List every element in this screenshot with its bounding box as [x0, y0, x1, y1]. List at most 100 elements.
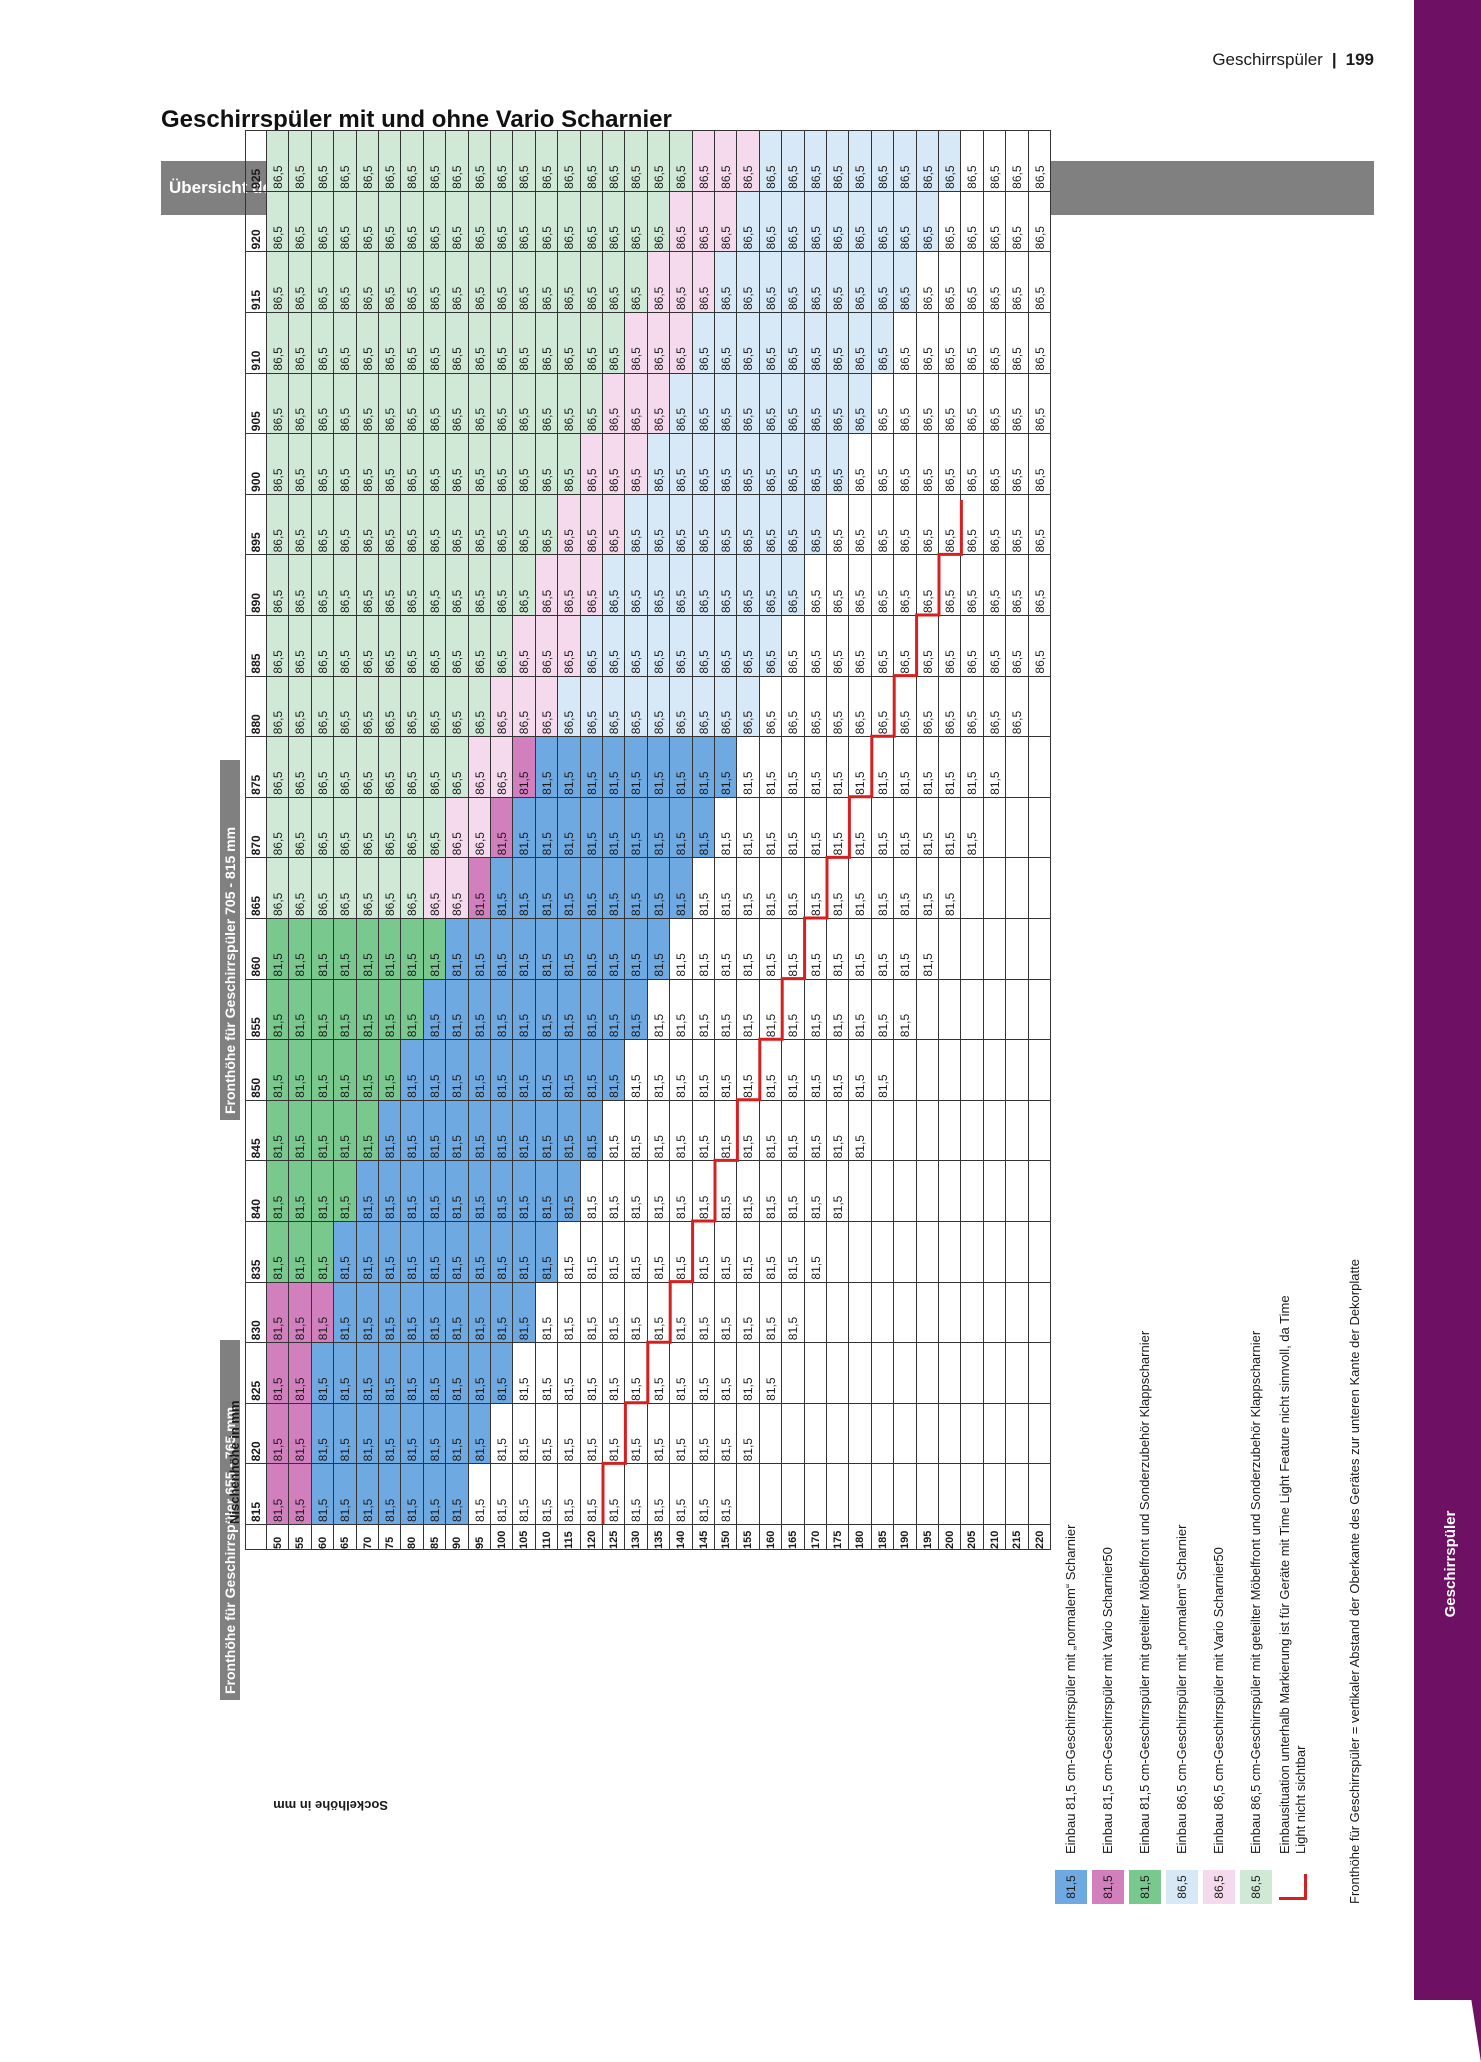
table-cell: 86,5 — [401, 312, 424, 373]
table-cell: 86,5 — [401, 190, 424, 252]
table-cell: 86,5 — [983, 190, 1007, 252]
table-cell: 86,5 — [715, 312, 738, 373]
table-cell: 86,5 — [692, 130, 715, 191]
table-cell: 86,5 — [289, 190, 312, 252]
table-cell: 86,5 — [423, 312, 447, 373]
legend-swatch: 81,5 — [1129, 1870, 1161, 1904]
table-cell: 86,5 — [737, 190, 760, 252]
table-cell: 86,5 — [468, 312, 491, 373]
table-cell: 86,5 — [804, 251, 827, 312]
table-cell: 86,5 — [1028, 372, 1051, 434]
table-cell: 86,5 — [311, 312, 335, 373]
table-cell: 86,5 — [670, 312, 693, 373]
table-cell: 86,5 — [894, 190, 917, 252]
table-cell: 86,5 — [356, 312, 379, 373]
table-cell: 86,5 — [356, 251, 379, 312]
legend-swatch: 86,5 — [1166, 1870, 1198, 1904]
table-cell: 86,5 — [983, 372, 1007, 434]
table-cell: 86,5 — [513, 312, 536, 373]
table-cell: 86,5 — [692, 312, 715, 373]
table-cell: 86,5 — [311, 251, 335, 312]
table-cell: 86,5 — [580, 251, 603, 312]
table-cell: 86,5 — [267, 372, 290, 434]
table-cell: 86,5 — [535, 312, 559, 373]
legend-text: Einbau 81,5 cm-Geschirrspüler mit „norma… — [1063, 1524, 1078, 1854]
table-cell: 86,5 — [491, 190, 514, 252]
table-cell: 86,5 — [603, 312, 626, 373]
table-cell: 86,5 — [580, 372, 603, 434]
table-cell: 86,5 — [961, 190, 984, 252]
table-cell: 86,5 — [468, 130, 491, 191]
table-cell: 86,5 — [334, 372, 357, 434]
table-cell: 86,5 — [871, 190, 895, 252]
table-cell: 86,5 — [1006, 372, 1029, 434]
table-cell: 86,5 — [715, 433, 738, 494]
table-cell: 86,5 — [468, 190, 491, 252]
table-cell: 86,5 — [939, 372, 962, 434]
table-cell: 86,5 — [737, 433, 760, 494]
table-cell: 86,5 — [647, 312, 671, 373]
legend-swatch: 81,5 — [1092, 1870, 1124, 1904]
table-cell: 86,5 — [939, 251, 962, 312]
table-cell: 86,5 — [625, 372, 648, 434]
table-cell: 86,5 — [1006, 312, 1029, 373]
table-cell: 86,5 — [827, 130, 850, 191]
axis-sockelhoehe: Sockelhöhe in mm — [273, 1798, 388, 1813]
legend-item: 81,5 Einbau 81,5 cm-Geschirrspüler mit „n… — [1055, 754, 1089, 1904]
table-cell: 86,5 — [603, 190, 626, 252]
table-cell: 86,5 — [871, 130, 895, 191]
table-cell: 86,5 — [715, 251, 738, 312]
table-cell: 86,5 — [535, 130, 559, 191]
table-cell: 86,5 — [670, 251, 693, 312]
table-cell: 86,5 — [961, 251, 984, 312]
table-cell: 86,5 — [715, 372, 738, 434]
table-cell: 86,5 — [759, 251, 783, 312]
table-cell: 86,5 — [647, 190, 671, 252]
table-cell: 86,5 — [446, 190, 469, 252]
table-cell: 86,5 — [871, 251, 895, 312]
table-cell: 86,5 — [267, 130, 290, 191]
table-cell: 86,5 — [804, 190, 827, 252]
legend-item-marker: Einbausituation unterhalb Markierung ist… — [1277, 754, 1327, 1904]
table-cell: 86,5 — [894, 312, 917, 373]
table-cell: 86,5 — [423, 433, 447, 494]
table-cell: 86,5 — [558, 372, 581, 434]
table-cell: 86,5 — [535, 372, 559, 434]
table-cell: 86,5 — [356, 372, 379, 434]
table-cell: 86,5 — [468, 433, 491, 494]
table-cell: 86,5 — [401, 251, 424, 312]
table-cell: 86,5 — [289, 130, 312, 191]
legend-item: 86,5 Einbau 86,5 cm-Geschirrspüler mit Va… — [1203, 754, 1237, 1904]
table-cell: 86,5 — [782, 433, 805, 494]
table-cell: 86,5 — [759, 312, 783, 373]
table-cell: 86,5 — [1006, 190, 1029, 252]
table-cell: 86,5 — [513, 190, 536, 252]
table-cell: 86,5 — [849, 190, 872, 252]
table-cell: 86,5 — [849, 130, 872, 191]
footnote: Fronthöhe für Geschirrspüler = vertikale… — [1347, 1259, 1362, 1904]
table-cell: 86,5 — [804, 312, 827, 373]
table-cell: 86,5 — [670, 190, 693, 252]
table-cell: 86,5 — [916, 312, 939, 373]
table-cell: 86,5 — [311, 130, 335, 191]
table-cell: 86,5 — [670, 433, 693, 494]
table-cell: 86,5 — [491, 130, 514, 191]
table-cell: 86,5 — [916, 130, 939, 191]
niche-header-cell: 920 — [245, 190, 267, 252]
table-cell: 86,5 — [1006, 433, 1029, 494]
table-cell: 86,5 — [603, 433, 626, 494]
table-cell: 86,5 — [782, 190, 805, 252]
table-cell: 86,5 — [491, 312, 514, 373]
table-cell: 86,5 — [983, 251, 1007, 312]
table-cell: 86,5 — [1028, 130, 1051, 191]
table-cell: 86,5 — [535, 190, 559, 252]
table-cell: 86,5 — [715, 190, 738, 252]
niche-header-cell: 900 — [245, 433, 267, 494]
table-cell: 86,5 — [558, 251, 581, 312]
table-cell: 86,5 — [871, 372, 895, 434]
legend-text: Einbau 86,5 cm-Geschirrspüler mit geteil… — [1248, 1330, 1263, 1854]
table-cell: 86,5 — [423, 190, 447, 252]
table-cell: 86,5 — [558, 130, 581, 191]
table-cell: 86,5 — [603, 130, 626, 191]
table-cell: 86,5 — [961, 312, 984, 373]
